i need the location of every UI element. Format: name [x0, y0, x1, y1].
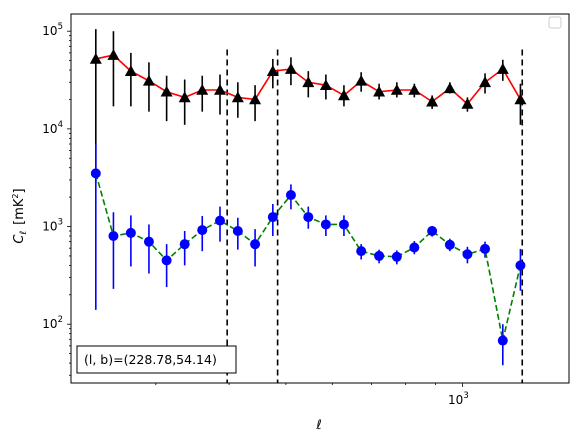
y-tick-label-base: 10 [42, 220, 57, 234]
series-1 [89, 29, 527, 183]
triangle-marker-15 [337, 89, 350, 101]
circle-marker-25 [515, 260, 526, 271]
circle-marker-9 [232, 226, 243, 237]
y-tick-label: 102 [42, 315, 63, 331]
circle-marker-3 [125, 227, 136, 238]
triangle-marker-17 [373, 85, 386, 97]
triangle-marker-19 [408, 83, 421, 95]
x-tick-label: 103 [448, 391, 469, 407]
y-axis-unit-sup: 2 [11, 193, 20, 198]
y-tick-label-base: 10 [42, 122, 57, 136]
y-axis-unit-close: ] [12, 188, 27, 193]
circle-marker-4 [143, 236, 154, 247]
circle-marker-20 [427, 226, 438, 237]
triangle-marker-11 [266, 65, 279, 76]
circle-marker-13 [303, 212, 314, 223]
triangle-marker-1 [89, 52, 102, 64]
triangle-marker-20 [426, 95, 439, 107]
y-tick-label-base: 10 [42, 24, 57, 38]
circle-marker-19 [409, 242, 420, 253]
circle-marker-18 [391, 251, 402, 262]
annotation-box: (l, b)=(228.78,54.14) [76, 345, 237, 374]
y-tick-label-exponent: 4 [58, 120, 63, 130]
y-tick-label-exponent: 5 [58, 22, 63, 32]
axes-frame [70, 13, 570, 384]
triangle-marker-12 [284, 63, 297, 74]
circle-marker-2 [108, 230, 119, 241]
y-tick-label-base: 10 [42, 317, 57, 331]
circle-marker-11 [267, 212, 278, 223]
y-tick-label: 103 [42, 218, 63, 234]
triangle-marker-4 [142, 74, 155, 86]
y-tick-label-exponent: 2 [58, 315, 63, 325]
y-axis-subscript: ℓ [19, 231, 29, 236]
triangle-marker-8 [214, 83, 227, 95]
triangle-marker-21 [443, 82, 456, 94]
annotation-frame [76, 345, 237, 374]
y-tick-label: 104 [42, 120, 63, 136]
circle-marker-22 [462, 249, 473, 260]
x-tick-label-exponent: 3 [463, 391, 468, 401]
legend [548, 16, 562, 29]
triangle-marker-23 [479, 76, 492, 88]
y-axis-label: Cℓ [mK2] [11, 188, 29, 243]
circle-marker-7 [197, 225, 208, 236]
circle-marker-1 [90, 168, 101, 179]
triangle-marker-7 [196, 83, 209, 95]
triangle-marker-13 [302, 76, 315, 88]
series-2 [90, 143, 526, 366]
triangle-marker-16 [355, 74, 368, 86]
circle-marker-16 [356, 246, 367, 257]
legend-box [548, 16, 562, 29]
circle-marker-8 [215, 215, 226, 226]
reference-lines [226, 49, 524, 383]
circle-marker-15 [338, 219, 349, 230]
triangle-marker-9 [231, 91, 244, 103]
x-tick-label-base: 10 [448, 393, 463, 407]
annotation-text: (l, b)=(228.78,54.14) [84, 352, 217, 367]
triangle-marker-5 [160, 85, 173, 97]
circle-marker-5 [161, 255, 172, 266]
y-axis-symbol: C [12, 234, 27, 244]
triangle-marker-18 [390, 83, 403, 95]
circle-marker-23 [480, 243, 491, 254]
circle-marker-21 [444, 239, 455, 250]
triangle-marker-14 [319, 79, 332, 90]
triangle-marker-6 [178, 91, 191, 103]
y-tick-label-exponent: 3 [58, 218, 63, 228]
triangle-marker-24 [496, 63, 509, 74]
circle-marker-24 [497, 335, 508, 346]
circle-marker-12 [285, 190, 296, 201]
triangle-marker-10 [249, 93, 262, 105]
data-series [89, 29, 527, 366]
y-tick-label: 105 [42, 22, 63, 38]
circle-marker-6 [179, 239, 190, 250]
y-axis-unit-open: [mK [12, 198, 27, 225]
triangle-marker-3 [124, 65, 137, 76]
x-axis-label: ℓ [315, 418, 321, 433]
circle-marker-14 [320, 219, 331, 230]
triangle-marker-25 [514, 93, 527, 105]
triangle-marker-2 [107, 49, 120, 60]
circle-marker-17 [374, 250, 385, 261]
circle-marker-10 [250, 239, 261, 250]
triangle-marker-22 [461, 97, 474, 109]
